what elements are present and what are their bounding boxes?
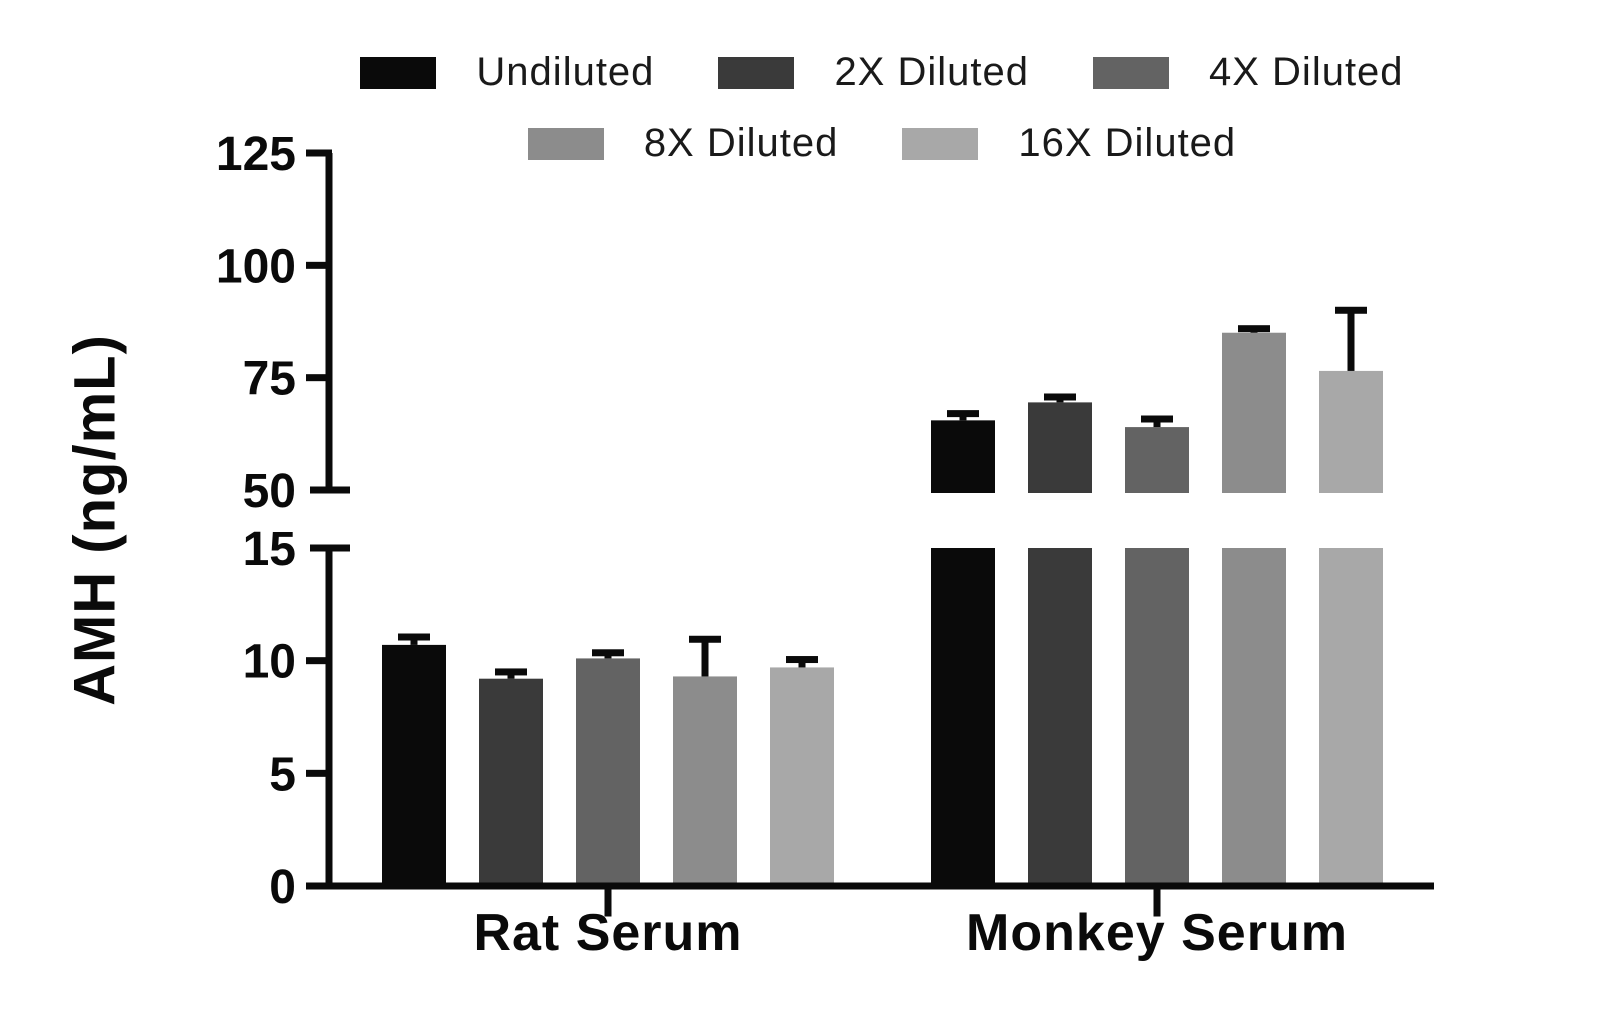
x-category-label-rat-serum: Rat Serum	[473, 904, 743, 962]
error-bar-cap	[786, 656, 818, 664]
bar	[382, 644, 446, 890]
y-tick-label: 10	[243, 636, 296, 689]
y-tick	[306, 149, 332, 157]
y-tick-label: 5	[269, 748, 296, 801]
error-bar-stem	[1153, 419, 1161, 428]
bar	[673, 676, 737, 890]
error-bar-stem	[1347, 310, 1355, 371]
legend-swatch	[1093, 56, 1169, 89]
legend-item: 2X Diluted	[718, 50, 1029, 95]
y-axis-upper-segment	[325, 153, 333, 490]
x-axis	[306, 882, 1434, 890]
legend-item: 16X Diluted	[902, 121, 1236, 166]
y-axis-title: AMH (ng/mL)	[62, 334, 128, 706]
legend-label: 16X Diluted	[1018, 121, 1237, 165]
y-tick	[306, 374, 332, 382]
legend-item: Undiluted	[360, 50, 654, 95]
y-tick-label: 75	[243, 353, 296, 406]
y-tick	[306, 657, 332, 665]
bar-upper-segment	[1319, 370, 1383, 493]
legend-item: 8X Diluted	[527, 121, 839, 166]
y-tick	[306, 769, 332, 777]
error-bar-cap	[398, 633, 430, 641]
axis-break-cap	[310, 486, 350, 494]
error-bar-cap	[947, 410, 979, 418]
bar	[1319, 548, 1383, 890]
bar-upper-segment	[931, 420, 995, 493]
error-bar-cap	[1141, 415, 1173, 423]
error-bar-cap	[1335, 306, 1367, 314]
y-tick-label: 50	[243, 465, 296, 518]
y-tick-label: 15	[243, 523, 296, 576]
y-tick-label: 100	[216, 240, 296, 293]
bar	[931, 548, 995, 890]
legend-swatch	[902, 127, 979, 160]
legend-swatch	[718, 56, 795, 89]
axis-break-cap	[310, 544, 350, 552]
bar	[1125, 548, 1189, 890]
x-tick	[604, 889, 612, 917]
error-bar-cap	[495, 668, 527, 676]
y-axis-lower-segment	[325, 548, 333, 890]
error-bar-stem	[701, 639, 709, 677]
legend-label: 2X Diluted	[834, 50, 1029, 94]
y-tick-label: 0	[269, 861, 296, 914]
bar	[479, 678, 543, 890]
legend-swatch	[527, 127, 604, 160]
legend-label: 8X Diluted	[643, 121, 839, 165]
legend-label: Undiluted	[476, 50, 655, 94]
legend-swatch	[360, 56, 437, 89]
bar-upper-segment	[1222, 332, 1286, 493]
x-tick	[1153, 889, 1161, 917]
legend-label: 4X Diluted	[1209, 50, 1404, 94]
legend-item: 4X Diluted	[1093, 50, 1404, 95]
bar	[576, 658, 640, 890]
y-tick	[306, 261, 332, 269]
bar	[1222, 548, 1286, 890]
bar	[770, 667, 834, 890]
error-bar-cap	[689, 635, 721, 643]
error-bar-stem	[798, 659, 806, 668]
error-bar-stem	[410, 637, 418, 645]
bar	[1028, 548, 1092, 890]
error-bar-cap	[1238, 325, 1270, 333]
bar-upper-segment	[1028, 402, 1092, 493]
bar-upper-segment	[1125, 427, 1189, 493]
y-tick-label: 125	[216, 128, 296, 181]
legend: Undiluted 2X Diluted 4X Diluted 8X Diluted 1…	[330, 50, 1434, 166]
error-bar-cap	[592, 649, 624, 657]
error-bar-cap	[1044, 393, 1076, 401]
x-category-label-monkey-serum: Monkey Serum	[966, 904, 1348, 962]
